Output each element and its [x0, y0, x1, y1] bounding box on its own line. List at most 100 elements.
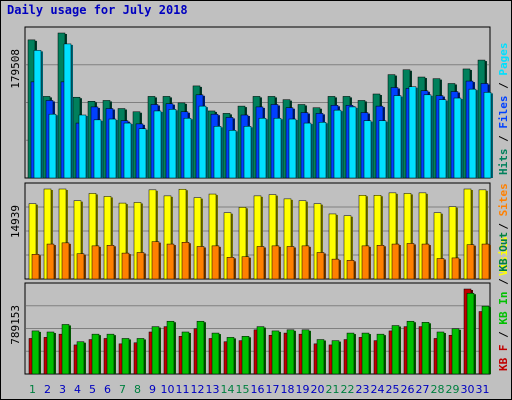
legend-middle: Visits / Sites: [497, 183, 510, 276]
bar-kb-in-day-5: [91, 333, 100, 375]
bar-pages-day-16: [258, 117, 267, 179]
legend-item: /: [497, 216, 510, 236]
day-label-10: 10: [161, 383, 175, 396]
bar-pages-day-12: [198, 105, 207, 179]
bar-sites-day-18: [286, 246, 295, 280]
legend-bottom: KB F / KB In / KB Out: [497, 232, 510, 371]
y-max-label: 789153: [9, 305, 22, 345]
bar-kb-in-day-23: [361, 332, 370, 375]
day-label-6: 6: [104, 383, 111, 396]
bar-kb-in-day-31: [481, 305, 490, 375]
bar-pages-day-8: [138, 128, 147, 179]
bar-pages-day-2: [48, 113, 57, 179]
bar-kb-in-day-21: [331, 340, 340, 375]
legend-item: KB In: [497, 292, 510, 325]
bar-kb-in-day-2: [46, 331, 55, 375]
day-label-25: 25: [386, 383, 400, 396]
bar-kb-in-day-14: [226, 337, 235, 375]
day-label-16: 16: [251, 383, 265, 396]
day-label-8: 8: [134, 383, 141, 396]
legend-item: /: [497, 76, 510, 96]
bar-sites-day-29: [451, 257, 460, 280]
bar-pages-day-15: [243, 126, 252, 179]
day-label-12: 12: [191, 383, 205, 396]
bar-pages-day-24: [378, 120, 387, 179]
bar-kb-in-day-15: [241, 336, 250, 375]
legend-item: Files: [497, 96, 510, 129]
bar-pages-day-6: [108, 118, 117, 179]
day-label-1: 1: [29, 383, 36, 396]
bar-kb-in-day-20: [316, 339, 325, 375]
bar-sites-day-21: [331, 258, 340, 280]
bar-pages-day-21: [333, 109, 342, 179]
day-label-29: 29: [446, 383, 460, 396]
legend-item: KB F: [497, 345, 510, 372]
bar-pages-day-10: [168, 109, 177, 179]
day-label-20: 20: [311, 383, 325, 396]
day-label-27: 27: [416, 383, 430, 396]
day-label-7: 7: [119, 383, 126, 396]
bar-sites-day-9: [151, 241, 160, 280]
bar-sites-day-5: [91, 245, 100, 280]
day-label-14: 14: [221, 383, 235, 396]
bar-kb-in-day-27: [421, 322, 430, 375]
bar-sites-day-6: [106, 245, 115, 280]
bar-pages-day-26: [408, 86, 417, 179]
bar-sites-day-19: [301, 245, 310, 280]
bar-kb-in-day-18: [286, 329, 295, 375]
bar-sites-day-12: [196, 246, 205, 280]
day-label-23: 23: [356, 383, 370, 396]
day-label-5: 5: [89, 383, 96, 396]
day-label-19: 19: [296, 383, 310, 396]
bar-kb-in-day-12: [196, 320, 205, 375]
bar-sites-day-16: [256, 246, 265, 280]
day-label-2: 2: [44, 383, 51, 396]
legend-top: Hits / Files / Pages: [497, 43, 510, 176]
legend-item: Hits: [497, 149, 510, 176]
bar-kb-in-day-1: [31, 330, 40, 375]
bar-sites-day-14: [226, 257, 235, 280]
day-label-28: 28: [431, 383, 445, 396]
bar-kb-in-day-10: [166, 320, 175, 375]
bar-sites-day-2: [46, 243, 55, 280]
bar-kb-in-day-24: [376, 333, 385, 375]
bar-pages-day-20: [318, 122, 327, 179]
bar-kb-in-day-16: [256, 326, 265, 375]
bar-kb-in-day-6: [106, 333, 115, 375]
day-label-13: 13: [206, 383, 220, 396]
bar-sites-day-4: [76, 253, 85, 280]
bar-sites-day-26: [406, 243, 415, 280]
bar-sites-day-8: [136, 252, 145, 280]
legend-item: Pages: [497, 43, 510, 76]
day-label-31: 31: [476, 383, 490, 396]
bar-kb-in-day-3: [61, 324, 70, 375]
bar-pages-day-30: [468, 88, 477, 179]
day-label-21: 21: [326, 383, 340, 396]
bar-kb-in-day-30: [466, 292, 475, 375]
bar-pages-day-13: [213, 126, 222, 179]
bar-pages-day-3: [63, 43, 72, 179]
legend-item: Visits: [497, 236, 510, 276]
day-label-18: 18: [281, 383, 295, 396]
bar-sites-day-31: [481, 243, 490, 280]
legend-item: /: [497, 129, 510, 149]
bar-kb-in-day-25: [391, 325, 400, 375]
bar-kb-in-day-11: [181, 331, 190, 375]
bar-pages-day-31: [483, 92, 492, 179]
bar-kb-in-day-29: [451, 328, 460, 375]
bar-kb-in-day-26: [406, 320, 415, 375]
bar-pages-day-22: [348, 106, 357, 179]
bar-kb-in-day-22: [346, 332, 355, 375]
bar-sites-day-20: [316, 252, 325, 280]
bar-pages-day-1: [33, 50, 42, 179]
chart-title: Daily usage for July 2018: [7, 3, 188, 17]
bar-sites-day-15: [241, 256, 250, 280]
bar-kb-in-day-7: [121, 338, 130, 375]
day-label-22: 22: [341, 383, 355, 396]
bar-pages-day-11: [183, 117, 192, 179]
day-label-30: 30: [461, 383, 475, 396]
bar-sites-day-3: [61, 242, 70, 280]
bar-sites-day-1: [31, 254, 40, 280]
bar-sites-day-17: [271, 245, 280, 280]
